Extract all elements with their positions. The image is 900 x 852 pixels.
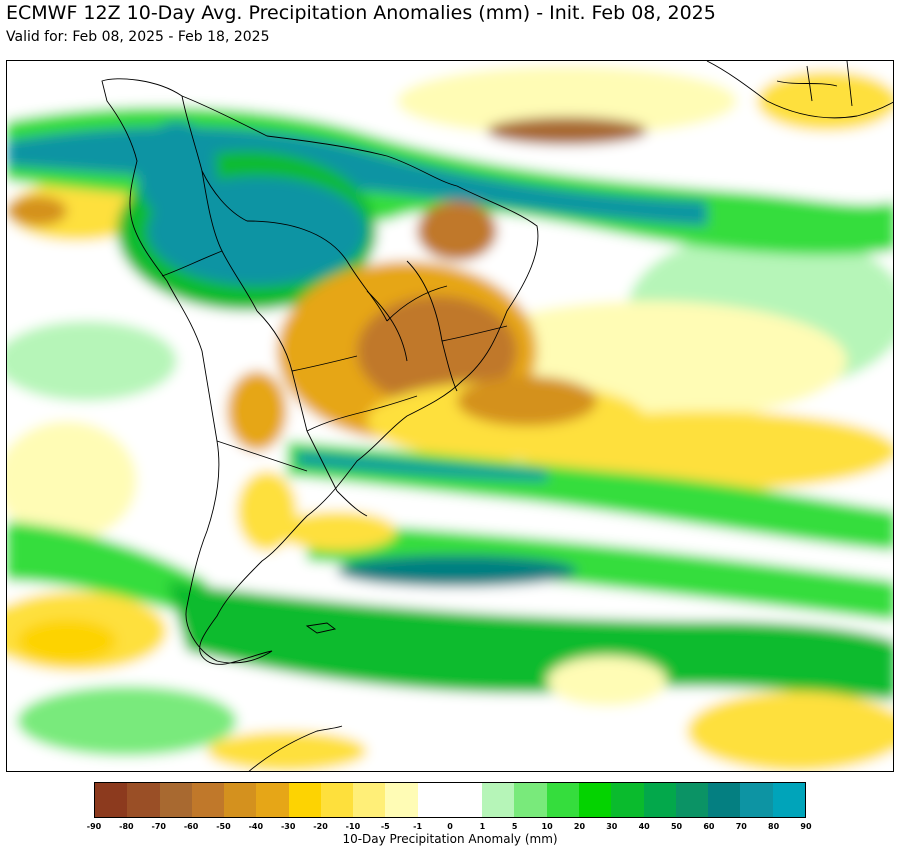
colorbar-swatch [95, 783, 128, 817]
chart-subtitle: Valid for: Feb 08, 2025 - Feb 18, 2025 [6, 29, 270, 45]
colorbar-swatch [643, 783, 676, 817]
colorbar-tick-label: -30 [280, 822, 296, 831]
colorbar-tick-label: -80 [119, 822, 134, 831]
colorbar-swatch [482, 783, 515, 817]
colorbar-tick-label: 10 [541, 822, 553, 831]
colorbar-swatch [224, 783, 257, 817]
colorbar-tick-label: 60 [703, 822, 715, 831]
colorbar-swatch [417, 783, 450, 817]
colorbar-tick-label: -5 [380, 822, 390, 831]
colorbar-swatch [772, 783, 805, 817]
colorbar-tick-label: 20 [573, 822, 586, 831]
colorbar-swatch [546, 783, 579, 817]
colorbar-tick-label: -10 [345, 822, 361, 831]
coastlines [101, 61, 893, 771]
colorbar-swatch [159, 783, 192, 817]
colorbar-swatch [578, 783, 612, 817]
colorbar-tick-label: 1 [479, 822, 486, 831]
colorbar-swatch [191, 783, 225, 817]
colorbar-tick-label: 5 [511, 822, 518, 831]
colorbar [94, 782, 806, 818]
colorbar-tick-label: 80 [768, 822, 780, 831]
colorbar-tick-label: 0 [447, 822, 453, 831]
colorbar-swatch [708, 783, 741, 817]
colorbar-tick-label: -40 [248, 822, 264, 831]
colorbar-swatch [256, 783, 289, 817]
colorbar-tick-label: -1 [413, 822, 423, 831]
colorbar-tick-label: 40 [638, 822, 650, 831]
colorbar-tick-label: 50 [670, 822, 683, 831]
colorbar-swatch [320, 783, 354, 817]
colorbar-swatch [127, 783, 160, 817]
colorbar-tick-label: 90 [800, 822, 812, 831]
colorbar-swatch [385, 783, 418, 817]
colorbar-tick-label: -70 [151, 822, 166, 831]
colorbar-swatch [675, 783, 709, 817]
colorbar-ticks: -90 -80 -70 -60 -50 -40 -30 -20 -10 -5 -1 0 1 5 10 20 30… [87, 822, 812, 834]
map-panel [6, 60, 894, 772]
colorbar-swatch [449, 783, 483, 817]
chart-title: ECMWF 12Z 10-Day Avg. Precipitation Anom… [6, 2, 716, 24]
colorbar-label: 10-Day Precipitation Anomaly (mm) [342, 832, 558, 846]
anomaly-map [7, 61, 893, 771]
colorbar-tick-label: -50 [216, 822, 231, 831]
colorbar-tick-label: 30 [606, 822, 618, 831]
colorbar-swatch [740, 783, 773, 817]
colorbar-tick-label: -60 [183, 822, 199, 831]
colorbar-swatch [353, 783, 386, 817]
colorbar-swatch [514, 783, 547, 817]
colorbar-tick-label: -90 [86, 822, 102, 831]
colorbar-swatch [288, 783, 321, 817]
colorbar-swatch [611, 783, 644, 817]
colorbar-tick-label: -20 [313, 822, 328, 831]
colorbar-tick-label: 70 [735, 822, 747, 831]
anomaly-field [7, 61, 893, 771]
